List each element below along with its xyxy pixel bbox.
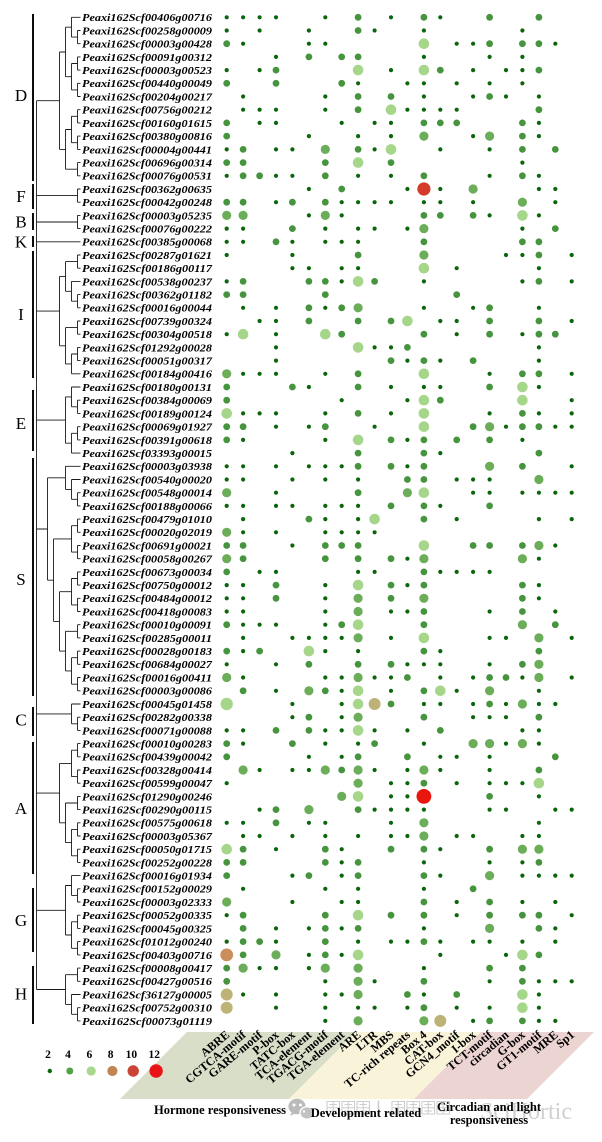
svg-text:Peaxi162Scf00003g03938: Peaxi162Scf00003g03938 (82, 461, 213, 473)
svg-text:Peaxi162Scf00003g02333: Peaxi162Scf00003g02333 (82, 897, 213, 909)
svg-text:Peaxi162Scf00189g00124: Peaxi162Scf00189g00124 (82, 408, 213, 420)
svg-text:Peaxi162Scf00385g00068: Peaxi162Scf00385g00068 (82, 237, 213, 249)
svg-text:Peaxi162Scf00328g00414: Peaxi162Scf00328g00414 (82, 765, 213, 777)
svg-text:Peaxi162Scf00673g00034: Peaxi162Scf00673g00034 (82, 567, 213, 579)
svg-text:Peaxi162Scf00016g01934: Peaxi162Scf00016g01934 (82, 871, 213, 883)
svg-text:Peaxi162Scf00752g00310: Peaxi162Scf00752g00310 (82, 1003, 213, 1015)
svg-text:SciHortic: SciHortic (480, 1099, 572, 1125)
svg-text:Peaxi162Scf00538g00237: Peaxi162Scf00538g00237 (82, 276, 213, 288)
svg-text:D: D (15, 86, 27, 105)
svg-text:B: B (15, 213, 26, 232)
svg-text:4: 4 (65, 1049, 71, 1061)
svg-text:Peaxi162Scf00091g00312: Peaxi162Scf00091g00312 (82, 52, 213, 64)
svg-text:2: 2 (45, 1049, 51, 1061)
svg-text:Peaxi162Scf00003g00086: Peaxi162Scf00003g00086 (82, 686, 213, 698)
svg-text:Peaxi162Scf00304g00518: Peaxi162Scf00304g00518 (82, 329, 213, 341)
svg-text:8: 8 (108, 1049, 114, 1061)
svg-text:Peaxi162Scf00696g00314: Peaxi162Scf00696g00314 (82, 158, 213, 170)
svg-text:Peaxi162Scf00418g00083: Peaxi162Scf00418g00083 (82, 606, 213, 618)
svg-text:Peaxi162Scf00020g02019: Peaxi162Scf00020g02019 (82, 527, 213, 539)
svg-text:Peaxi162Scf00045g01458: Peaxi162Scf00045g01458 (82, 699, 213, 711)
svg-text:Peaxi162Scf00186g00117: Peaxi162Scf00186g00117 (82, 263, 213, 275)
svg-text:Peaxi162Scf00290g00115: Peaxi162Scf00290g00115 (82, 805, 213, 817)
svg-text:Peaxi162Scf00073g01119: Peaxi162Scf00073g01119 (82, 1016, 213, 1028)
svg-text:Peaxi162Scf01292g00028: Peaxi162Scf01292g00028 (82, 342, 213, 354)
svg-text:Peaxi162Scf00285g00011: Peaxi162Scf00285g00011 (82, 633, 212, 645)
svg-text:Peaxi162Scf01290g00246: Peaxi162Scf01290g00246 (82, 791, 213, 803)
svg-text:Peaxi162Scf00540g00020: Peaxi162Scf00540g00020 (82, 474, 213, 486)
svg-text:Peaxi162Scf00008g00417: Peaxi162Scf00008g00417 (82, 963, 213, 975)
svg-text:Peaxi162Scf00750g00012: Peaxi162Scf00750g00012 (82, 580, 213, 592)
svg-text:Peaxi162Scf00052g00335: Peaxi162Scf00052g00335 (82, 910, 213, 922)
svg-text:Peaxi162Scf00188g00066: Peaxi162Scf00188g00066 (82, 501, 213, 513)
svg-text:Peaxi162Scf00003g05235: Peaxi162Scf00003g05235 (82, 210, 213, 222)
svg-text:Peaxi162Scf00575g00618: Peaxi162Scf00575g00618 (82, 818, 213, 830)
svg-text:Peaxi162Scf00045g00325: Peaxi162Scf00045g00325 (82, 923, 213, 935)
svg-text:Peaxi162Scf00380g00816: Peaxi162Scf00380g00816 (82, 131, 213, 143)
svg-text:Peaxi162Scf00003g00428: Peaxi162Scf00003g00428 (82, 39, 213, 51)
svg-text:Peaxi162Scf00258g00009: Peaxi162Scf00258g00009 (82, 25, 213, 37)
svg-text:G: G (15, 911, 27, 930)
svg-text:Peaxi162Scf00051g00317: Peaxi162Scf00051g00317 (82, 356, 213, 368)
svg-text:F: F (16, 187, 25, 206)
svg-text:Peaxi162Scf00362g00635: Peaxi162Scf00362g00635 (82, 184, 213, 196)
svg-text:Peaxi162Scf00406g00716: Peaxi162Scf00406g00716 (82, 12, 213, 24)
svg-text:H: H (15, 985, 27, 1004)
svg-text:Peaxi162Scf00184g00416: Peaxi162Scf00184g00416 (82, 369, 213, 381)
svg-text:Peaxi162Scf00391g00618: Peaxi162Scf00391g00618 (82, 435, 213, 447)
svg-text:Peaxi162Scf00071g00088: Peaxi162Scf00071g00088 (82, 725, 213, 737)
svg-text:Peaxi162Scf00160g01615: Peaxi162Scf00160g01615 (82, 118, 213, 130)
svg-text:Peaxi162Scf00739g00324: Peaxi162Scf00739g00324 (82, 316, 213, 328)
svg-text:Peaxi162Scf00282g00338: Peaxi162Scf00282g00338 (82, 712, 213, 724)
svg-text:Peaxi162Scf00484g00012: Peaxi162Scf00484g00012 (82, 593, 213, 605)
svg-text:Peaxi162Scf00069g01927: Peaxi162Scf00069g01927 (82, 422, 213, 434)
svg-text:Peaxi162Scf00152g00029: Peaxi162Scf00152g00029 (82, 884, 213, 896)
svg-text:Circadian and light: Circadian and light (437, 1100, 542, 1114)
svg-text:Peaxi162Scf00439g00042: Peaxi162Scf00439g00042 (82, 752, 213, 764)
svg-text:Peaxi162Scf01012g00240: Peaxi162Scf01012g00240 (82, 937, 213, 949)
svg-text:Peaxi162Scf00362g01182: Peaxi162Scf00362g01182 (82, 290, 213, 302)
svg-text:Peaxi162Scf36127g00005: Peaxi162Scf36127g00005 (82, 989, 213, 1001)
svg-text:Peaxi162Scf00287g01621: Peaxi162Scf00287g01621 (82, 250, 212, 262)
svg-text:Peaxi162Scf00050g01715: Peaxi162Scf00050g01715 (82, 844, 213, 856)
svg-text:Peaxi162Scf00204g00217: Peaxi162Scf00204g00217 (82, 91, 213, 103)
svg-text:Peaxi162Scf00004g00441: Peaxi162Scf00004g00441 (82, 144, 212, 156)
svg-text:Peaxi162Scf00042g00248: Peaxi162Scf00042g00248 (82, 197, 213, 209)
svg-text:A: A (15, 799, 28, 818)
svg-text:6: 6 (87, 1049, 93, 1061)
svg-text:Peaxi162Scf00076g00531: Peaxi162Scf00076g00531 (82, 171, 212, 183)
svg-text:Hormone responsiveness: Hormone responsiveness (154, 1103, 286, 1117)
svg-text:10: 10 (126, 1049, 138, 1061)
svg-text:12: 12 (149, 1049, 161, 1061)
svg-text:Peaxi162Scf00010g00283: Peaxi162Scf00010g00283 (82, 739, 213, 751)
svg-text:Peaxi162Scf00058g00267: Peaxi162Scf00058g00267 (82, 554, 213, 566)
svg-text:Peaxi162Scf00252g00228: Peaxi162Scf00252g00228 (82, 857, 213, 869)
svg-text:Peaxi162Scf03393g00015: Peaxi162Scf03393g00015 (82, 448, 213, 460)
svg-text:Peaxi162Scf00016g00411: Peaxi162Scf00016g00411 (82, 672, 212, 684)
svg-text:Peaxi162Scf00016g00044: Peaxi162Scf00016g00044 (82, 303, 213, 315)
svg-text:Peaxi162Scf00010g00091: Peaxi162Scf00010g00091 (82, 620, 212, 632)
svg-text:K: K (15, 233, 28, 252)
svg-text:Peaxi162Scf00440g00049: Peaxi162Scf00440g00049 (82, 78, 213, 90)
svg-text:E: E (16, 414, 26, 433)
svg-text:Peaxi162Scf00403g00716: Peaxi162Scf00403g00716 (82, 950, 213, 962)
svg-text:I: I (18, 305, 24, 324)
svg-text:Peaxi162Scf00548g00014: Peaxi162Scf00548g00014 (82, 488, 213, 500)
svg-text:Peaxi162Scf00479g01010: Peaxi162Scf00479g01010 (82, 514, 213, 526)
svg-text:Peaxi162Scf00691g00021: Peaxi162Scf00691g00021 (82, 540, 212, 552)
svg-text:Peaxi162Scf00076g00222: Peaxi162Scf00076g00222 (82, 224, 213, 236)
svg-text:Development related: Development related (311, 1106, 422, 1120)
svg-text:Peaxi162Scf00427g00516: Peaxi162Scf00427g00516 (82, 976, 213, 988)
svg-text:C: C (15, 711, 26, 730)
svg-text:Peaxi162Scf00756g00212: Peaxi162Scf00756g00212 (82, 105, 213, 117)
svg-text:Peaxi162Scf00003g00523: Peaxi162Scf00003g00523 (82, 65, 213, 77)
svg-text:S: S (16, 570, 25, 589)
svg-text:Peaxi162Scf00384g00069: Peaxi162Scf00384g00069 (82, 395, 213, 407)
svg-text:Peaxi162Scf00599g00047: Peaxi162Scf00599g00047 (82, 778, 213, 790)
svg-text:Peaxi162Scf00684g00027: Peaxi162Scf00684g00027 (82, 659, 213, 671)
svg-text:responsiveness: responsiveness (450, 1113, 528, 1127)
svg-text:Peaxi162Scf00003g05367: Peaxi162Scf00003g05367 (82, 831, 213, 843)
svg-text:Peaxi162Scf00028g00183: Peaxi162Scf00028g00183 (82, 646, 213, 658)
svg-text:Peaxi162Scf00180g00131: Peaxi162Scf00180g00131 (82, 382, 212, 394)
